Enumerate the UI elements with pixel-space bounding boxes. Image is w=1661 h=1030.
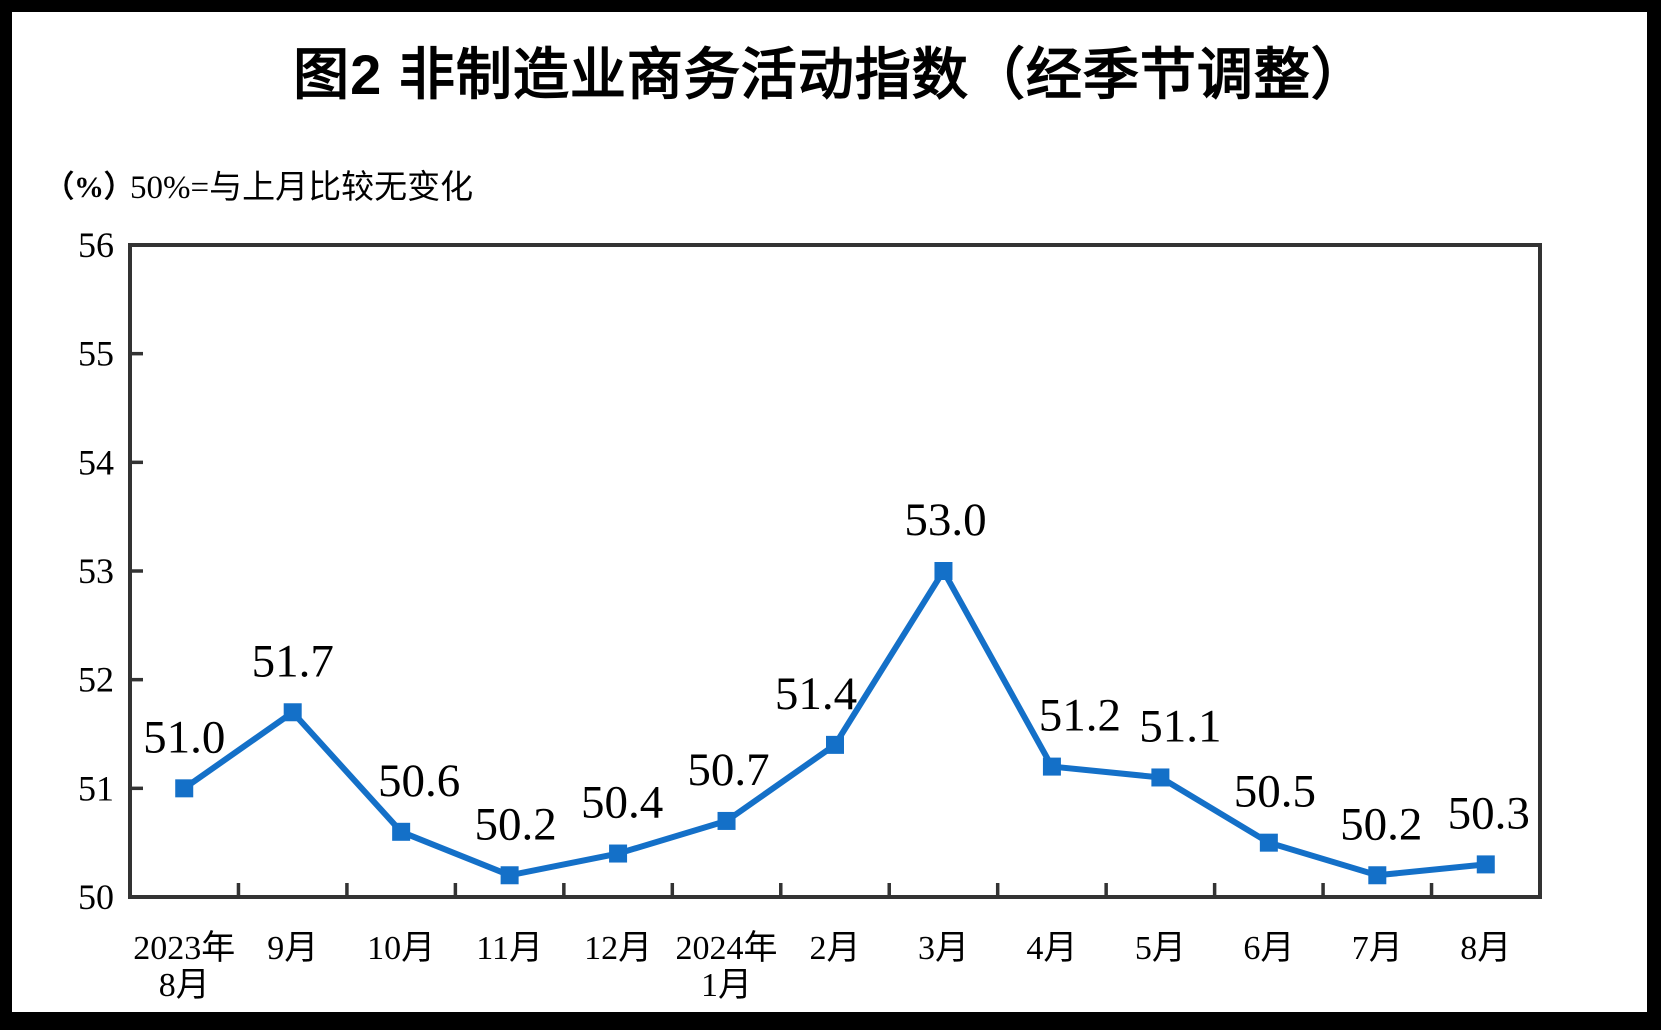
- data-point-label: 50.4: [581, 777, 663, 829]
- data-point-label: 50.2: [474, 798, 556, 850]
- data-point-label: 51.1: [1139, 700, 1221, 752]
- data-point-marker: [826, 735, 844, 754]
- x-axis-label: 5月: [1135, 930, 1186, 967]
- y-axis-label: 53: [78, 551, 114, 591]
- data-point-marker: [1259, 833, 1278, 852]
- y-axis-label: 52: [78, 660, 114, 700]
- y-axis-label: 50: [78, 877, 114, 917]
- x-axis-label: 8月: [159, 967, 210, 1004]
- chart-title: 图2 非制造业商务活动指数（经季节调整）: [293, 43, 1368, 106]
- y-axis-label: 55: [78, 334, 114, 374]
- x-axis-label: 8月: [1460, 930, 1511, 967]
- y-axis-label: 56: [78, 225, 114, 265]
- plot-border: [128, 243, 1542, 899]
- x-axis-label: 11月: [476, 930, 543, 967]
- data-point-marker: [717, 811, 736, 830]
- y-axis-label: 54: [78, 442, 114, 482]
- chart-note: 50%=与上月比较无变化: [130, 170, 474, 206]
- data-point-label: 51.2: [1039, 690, 1121, 742]
- x-axis-label: 3月: [918, 930, 969, 967]
- data-point-marker: [500, 866, 519, 885]
- data-point-label: 50.2: [1340, 798, 1422, 850]
- x-axis-label: 10月: [367, 930, 435, 967]
- data-point-marker: [1368, 866, 1387, 885]
- x-axis-label: 7月: [1352, 930, 1403, 967]
- data-point-marker: [175, 779, 194, 798]
- x-axis-label: 2024年: [676, 929, 778, 967]
- x-axis-label: 2023年: [133, 929, 235, 967]
- y-axis-unit-label: （%）: [44, 171, 134, 204]
- x-axis-label: 12月: [584, 930, 652, 967]
- data-point-marker: [283, 703, 302, 722]
- data-point-label: 51.4: [775, 668, 857, 720]
- data-point-label: 50.7: [687, 744, 769, 796]
- x-axis-label: 9月: [267, 930, 318, 967]
- data-point-marker: [392, 822, 411, 841]
- x-axis-label: 1月: [701, 967, 752, 1004]
- x-axis-label: 6月: [1243, 930, 1294, 967]
- series-line: [182, 565, 1487, 879]
- data-point-label: 51.7: [252, 635, 334, 687]
- data-point-marker: [1151, 768, 1170, 787]
- x-axis-label: 4月: [1026, 930, 1077, 967]
- data-point-marker: [1042, 757, 1061, 776]
- data-point-label: 50.3: [1448, 787, 1530, 839]
- x-axis-label: 2月: [810, 930, 861, 967]
- y-axis-label: 51: [78, 768, 114, 808]
- data-point-label: 50.6: [378, 755, 460, 807]
- data-point-label: 51.0: [143, 711, 225, 763]
- data-point-marker: [934, 562, 953, 580]
- data-point-label: 53.0: [904, 494, 986, 546]
- data-point-marker: [609, 844, 628, 863]
- data-point-marker: [1476, 855, 1495, 874]
- data-point-label: 50.5: [1234, 766, 1316, 818]
